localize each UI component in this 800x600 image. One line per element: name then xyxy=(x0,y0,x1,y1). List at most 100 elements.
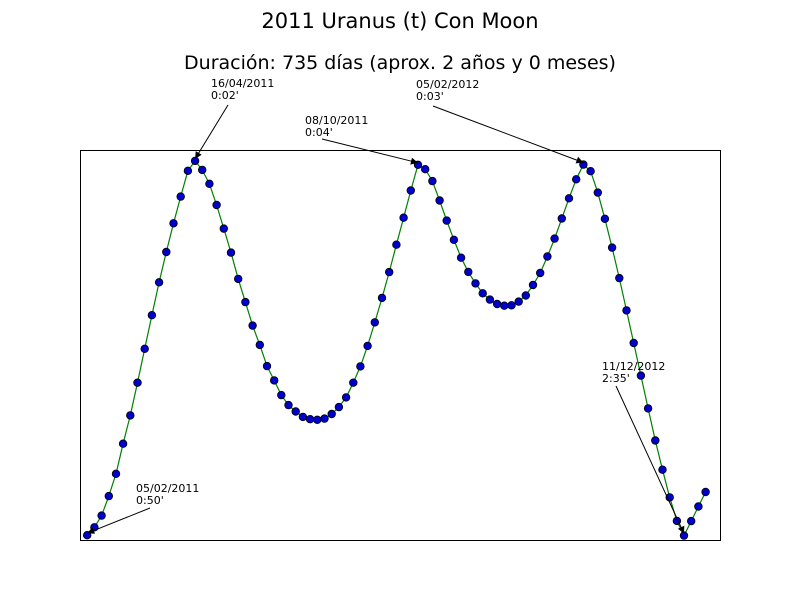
annotation-arrowhead xyxy=(677,525,685,534)
data-point xyxy=(298,412,308,422)
data-point xyxy=(564,194,574,203)
data-point xyxy=(262,361,272,371)
data-point xyxy=(313,415,322,424)
annotation-arrowhead xyxy=(575,156,584,164)
series-layer xyxy=(82,156,710,540)
annotation-arrow xyxy=(87,507,151,534)
data-point xyxy=(320,414,329,423)
data-point xyxy=(197,165,207,175)
data-point xyxy=(363,341,372,351)
data-point xyxy=(528,280,538,290)
annotation-arrow xyxy=(321,138,419,164)
annotation-date: 16/04/2011 xyxy=(211,77,274,90)
annotation-date: 05/02/2012 xyxy=(416,78,479,91)
data-point xyxy=(147,311,157,320)
data-point xyxy=(133,378,142,387)
annotation-arrow xyxy=(432,105,584,164)
data-point xyxy=(658,465,667,474)
data-point xyxy=(514,297,523,306)
data-point xyxy=(701,487,710,497)
data-point xyxy=(104,491,113,501)
data-point xyxy=(464,267,473,277)
annotation-time: 0:02' xyxy=(211,89,239,102)
data-point xyxy=(536,268,545,278)
annotation-arrowhead xyxy=(195,151,202,159)
annotation-arrow xyxy=(615,385,685,534)
data-point xyxy=(291,407,300,416)
data-point xyxy=(341,393,351,402)
data-point xyxy=(183,166,193,175)
data-point xyxy=(507,301,516,310)
annotation-time: 2:35' xyxy=(602,372,630,385)
data-point xyxy=(233,274,243,284)
data-point xyxy=(126,411,135,420)
data-point xyxy=(377,293,387,303)
data-point xyxy=(543,252,552,261)
data-point xyxy=(442,216,451,225)
plot-frame xyxy=(80,150,721,541)
annotation-arrow xyxy=(194,104,229,160)
data-point xyxy=(572,175,581,184)
data-point xyxy=(241,297,250,307)
data-point xyxy=(176,192,185,201)
annotation-time: 0:50' xyxy=(136,494,164,507)
annotation-date: 08/10/2011 xyxy=(305,114,368,127)
data-point xyxy=(370,318,379,327)
data-point xyxy=(190,156,200,166)
annotation-date: 05/02/2011 xyxy=(136,482,199,495)
data-point xyxy=(586,166,595,176)
data-point xyxy=(154,278,164,287)
data-point xyxy=(471,279,480,288)
data-point xyxy=(687,516,696,526)
data-point xyxy=(557,214,566,223)
annotation-date: 11/12/2012 xyxy=(602,360,665,373)
data-point xyxy=(550,234,559,243)
data-point xyxy=(694,502,703,511)
data-point xyxy=(615,273,624,283)
data-point xyxy=(421,164,430,174)
data-point xyxy=(277,390,286,400)
annotation-time: 0:04' xyxy=(305,126,333,139)
data-point xyxy=(169,219,178,228)
data-point xyxy=(270,376,279,385)
data-point xyxy=(212,200,221,210)
annotation-time: 0:03' xyxy=(416,90,444,103)
chart-title: 2011 Uranus (t) Con Moon xyxy=(261,9,538,33)
data-point xyxy=(255,340,264,350)
data-point xyxy=(140,344,149,353)
data-point xyxy=(219,224,228,233)
data-point xyxy=(97,511,106,520)
data-point xyxy=(399,213,408,222)
data-point xyxy=(643,404,653,413)
data-point xyxy=(111,469,121,478)
series-line xyxy=(86,159,707,537)
annotation-arrowhead xyxy=(87,527,95,534)
data-point xyxy=(327,409,336,419)
data-point xyxy=(449,235,459,244)
data-point xyxy=(607,243,617,252)
data-point xyxy=(485,295,495,304)
data-point xyxy=(636,371,646,380)
data-point xyxy=(492,299,502,309)
data-point xyxy=(349,378,358,387)
data-point xyxy=(651,436,660,445)
data-point xyxy=(205,179,214,188)
data-point xyxy=(356,362,365,371)
data-point xyxy=(284,400,293,410)
data-point xyxy=(478,289,487,298)
data-point xyxy=(305,415,315,424)
data-point xyxy=(226,248,236,257)
data-point xyxy=(629,338,638,348)
data-point xyxy=(334,402,344,412)
data-point xyxy=(162,247,171,257)
data-point xyxy=(406,186,415,195)
data-point xyxy=(456,253,466,262)
data-point xyxy=(593,188,602,197)
data-point xyxy=(248,321,257,330)
annotation-arrowhead xyxy=(410,157,418,165)
data-point xyxy=(385,267,394,277)
data-point xyxy=(622,306,631,315)
chart-subtitle: Duración: 735 días (aprox. 2 años y 0 me… xyxy=(184,52,616,74)
